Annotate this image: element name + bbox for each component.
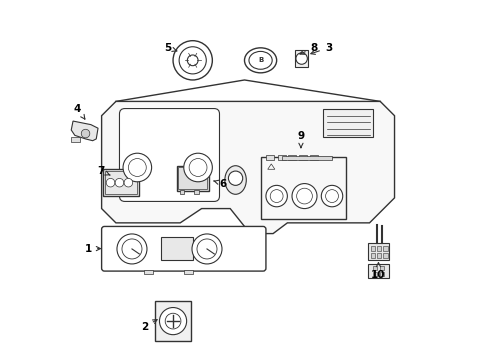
Bar (376, 253, 381, 258)
Bar (376, 246, 381, 251)
Bar (71, 137, 80, 143)
Circle shape (179, 47, 206, 74)
Circle shape (197, 239, 217, 259)
Bar (277, 156, 285, 160)
Circle shape (187, 55, 198, 66)
Circle shape (291, 184, 316, 208)
Circle shape (117, 234, 147, 264)
Bar (299, 156, 306, 160)
Bar (309, 156, 317, 160)
Bar (288, 156, 296, 160)
Bar (105, 171, 137, 194)
Circle shape (128, 158, 146, 176)
Text: 1: 1 (84, 244, 100, 253)
Text: B: B (258, 57, 263, 63)
Bar (372, 266, 377, 270)
Circle shape (115, 179, 123, 187)
Circle shape (295, 53, 307, 64)
Circle shape (165, 313, 181, 329)
Bar (367, 243, 388, 260)
Text: 8: 8 (299, 43, 317, 54)
Bar (176, 166, 208, 191)
Bar (282, 156, 331, 160)
Circle shape (270, 190, 283, 203)
Text: 2: 2 (141, 320, 157, 332)
Text: 10: 10 (370, 262, 385, 280)
Circle shape (183, 153, 212, 182)
Bar (178, 167, 206, 189)
Bar (379, 272, 383, 276)
Circle shape (159, 307, 186, 335)
Text: 3: 3 (310, 43, 331, 54)
Bar (383, 253, 387, 258)
Bar (367, 264, 388, 278)
Bar (183, 270, 192, 274)
Bar (372, 272, 377, 276)
Text: 5: 5 (164, 43, 177, 53)
Bar (370, 246, 374, 251)
Bar (265, 156, 273, 160)
FancyBboxPatch shape (119, 109, 219, 202)
Bar (194, 190, 198, 194)
Bar (180, 190, 184, 194)
Polygon shape (102, 102, 394, 234)
Polygon shape (71, 121, 98, 141)
Bar (103, 169, 139, 196)
Bar (323, 109, 372, 137)
Bar (295, 50, 307, 67)
Bar (383, 246, 387, 251)
Ellipse shape (224, 166, 246, 194)
Circle shape (265, 185, 287, 207)
Bar (160, 237, 192, 260)
Circle shape (122, 239, 142, 259)
FancyBboxPatch shape (102, 226, 265, 271)
Circle shape (321, 185, 342, 207)
Circle shape (192, 234, 222, 264)
Bar (144, 270, 153, 274)
Circle shape (81, 129, 90, 138)
Ellipse shape (248, 51, 272, 69)
Bar (155, 301, 190, 341)
Text: 6: 6 (213, 179, 226, 189)
Circle shape (296, 188, 312, 204)
Circle shape (325, 190, 338, 203)
Circle shape (123, 153, 151, 182)
Text: 7: 7 (97, 166, 110, 176)
Circle shape (173, 41, 212, 80)
Bar (260, 157, 346, 219)
Circle shape (124, 179, 132, 187)
Text: 4: 4 (74, 104, 85, 119)
Bar (370, 253, 374, 258)
Circle shape (228, 171, 242, 185)
Bar (379, 266, 383, 270)
Text: 9: 9 (297, 131, 304, 148)
Ellipse shape (244, 48, 276, 73)
Circle shape (189, 158, 206, 176)
Circle shape (106, 179, 115, 187)
